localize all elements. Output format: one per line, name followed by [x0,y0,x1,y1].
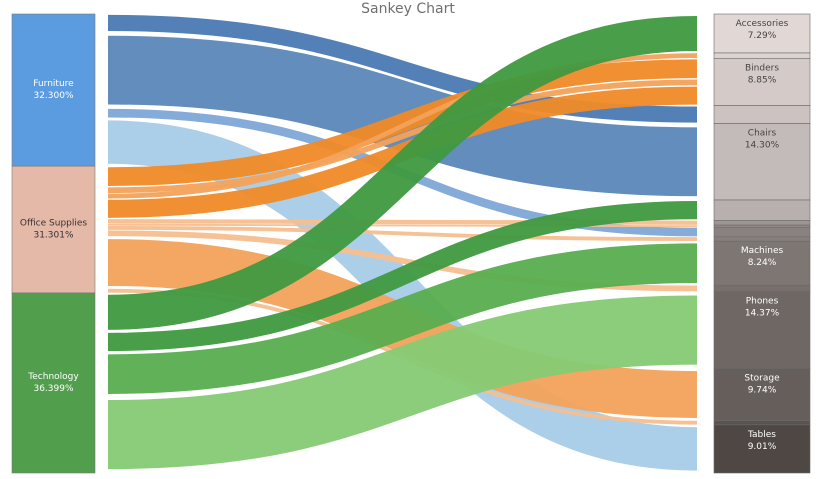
chart-title: Sankey Chart [361,1,455,17]
target-node-phones [713,291,811,369]
source-label-office-supplies: Office Supplies [20,218,88,228]
target-percent-accessories: 7.29% [748,31,777,41]
target-node-furnishings [713,226,811,238]
target-percent-chairs: 14.30% [745,141,780,151]
sankey-source-nodes: Furniture 32.300% Office Supplies 31.301% Te… [11,13,96,474]
target-node-envelopes [713,220,811,226]
target-percent-machines: 8.24% [748,258,777,268]
source-percent-office-supplies: 31.301% [33,230,73,240]
target-percent-tables: 9.01% [748,442,777,452]
target-label-binders: Binders [745,63,779,73]
source-percent-technology: 36.399% [33,384,73,394]
link-office-supplies-to-binders [107,59,698,186]
source-label-technology: Technology [27,372,79,382]
target-node-chairs [713,123,811,201]
link-technology-to-phones [107,295,698,470]
target-node-art [713,52,811,59]
link-furniture-to-tables [107,120,698,471]
target-node-paper [713,284,811,292]
link-technology-to-accessories [107,15,698,330]
target-label-tables: Tables [747,430,776,440]
target-label-machines: Machines [741,246,784,256]
target-node-supplies [713,420,811,426]
source-node-technology [11,292,96,474]
target-label-chairs: Chairs [748,129,777,139]
sankey-links [107,14,698,471]
target-label-accessories: Accessories [736,19,789,29]
target-node-accessories [713,13,811,54]
target-node-labels [713,236,811,242]
link-office-supplies-to-binders [107,79,698,194]
source-node-office-supplies [11,165,96,294]
target-label-phones: Phones [746,297,779,307]
target-node-bookcases [713,105,811,124]
target-node-machines [713,240,811,286]
target-node-copiers [713,199,811,221]
target-node-fasteners [713,224,811,228]
link-technology-to-machines [107,243,698,394]
target-label-storage: Storage [744,373,780,383]
source-node-furniture [11,13,96,167]
source-label-furniture: Furniture [33,79,74,89]
target-percent-binders: 8.85% [748,75,777,85]
sankey-target-nodes: Accessories 7.29% Binders 8.85% Chairs 14.30%… [713,13,811,474]
target-node-tables [713,424,811,474]
link-office-supplies-to-labels [107,225,698,241]
target-node-binders [713,58,811,106]
target-percent-storage: 9.74% [748,385,777,395]
target-percent-phones: 14.37% [745,309,780,319]
source-percent-furniture: 32.300% [33,91,73,101]
target-node-storage [713,368,811,421]
link-technology-to-copiers [107,201,698,352]
